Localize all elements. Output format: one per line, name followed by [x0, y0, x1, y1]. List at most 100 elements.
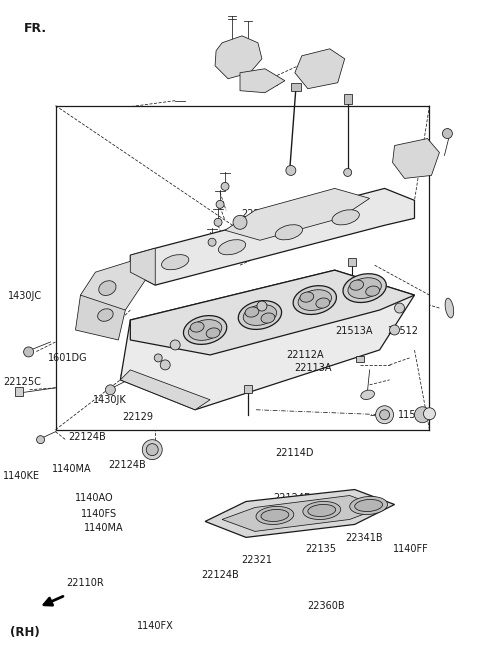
Ellipse shape [350, 280, 363, 290]
Polygon shape [295, 49, 345, 89]
Circle shape [160, 360, 170, 370]
Text: FR.: FR. [24, 22, 47, 35]
Polygon shape [205, 490, 395, 538]
Circle shape [216, 200, 224, 209]
Ellipse shape [445, 298, 454, 318]
Text: 22360B: 22360B [307, 601, 345, 611]
Circle shape [142, 439, 162, 460]
Polygon shape [130, 188, 415, 285]
Circle shape [395, 303, 405, 313]
Bar [15, 387, 23, 396]
Text: 1140FS: 1140FS [81, 509, 117, 519]
Text: 1140FF: 1140FF [393, 543, 429, 554]
Circle shape [423, 407, 435, 420]
Polygon shape [130, 270, 415, 355]
Polygon shape [222, 496, 382, 532]
Ellipse shape [361, 390, 374, 400]
Ellipse shape [298, 290, 332, 311]
Text: 1140FX: 1140FX [137, 621, 174, 630]
Text: 22341B: 22341B [345, 532, 383, 543]
Ellipse shape [238, 301, 282, 330]
Ellipse shape [99, 281, 116, 296]
Ellipse shape [350, 496, 387, 515]
Ellipse shape [293, 286, 336, 315]
Ellipse shape [218, 239, 246, 255]
Text: 11533: 11533 [398, 410, 429, 420]
Polygon shape [120, 370, 210, 410]
Text: 1430JC: 1430JC [8, 291, 42, 301]
Ellipse shape [343, 274, 386, 303]
Text: 1140MA: 1140MA [52, 464, 92, 474]
Circle shape [221, 182, 229, 190]
Circle shape [106, 385, 115, 395]
Ellipse shape [261, 313, 275, 323]
Polygon shape [120, 270, 415, 410]
Circle shape [376, 405, 394, 424]
Circle shape [415, 407, 431, 422]
Text: 1140KE: 1140KE [3, 471, 40, 481]
Text: 1140MA: 1140MA [84, 523, 124, 533]
Text: 1573JM: 1573JM [80, 313, 116, 324]
Ellipse shape [243, 305, 276, 326]
Ellipse shape [256, 506, 294, 525]
Bar [291, 82, 301, 91]
Ellipse shape [308, 504, 336, 517]
Circle shape [443, 129, 452, 139]
Text: (RH): (RH) [10, 626, 40, 639]
Text: 22124B: 22124B [108, 460, 146, 470]
Bar [344, 94, 352, 103]
Circle shape [208, 238, 216, 247]
Circle shape [257, 301, 267, 311]
Bar [244, 385, 252, 393]
Text: 22124B: 22124B [202, 570, 240, 580]
Polygon shape [81, 258, 145, 318]
Polygon shape [75, 295, 125, 340]
Ellipse shape [316, 298, 330, 308]
Text: 22125C: 22125C [3, 377, 41, 387]
Ellipse shape [332, 210, 360, 225]
Bar [356, 356, 364, 362]
Ellipse shape [206, 328, 220, 338]
Circle shape [170, 340, 180, 350]
Text: 1430JK: 1430JK [93, 395, 126, 405]
Ellipse shape [355, 500, 383, 511]
Ellipse shape [97, 309, 113, 321]
Text: 22129: 22129 [123, 412, 154, 422]
Ellipse shape [245, 307, 259, 317]
Text: 22124B: 22124B [274, 493, 311, 503]
Ellipse shape [190, 322, 204, 332]
Circle shape [233, 215, 247, 230]
Circle shape [36, 436, 45, 443]
Text: 22311C: 22311C [241, 209, 278, 218]
Circle shape [24, 347, 34, 357]
Circle shape [380, 410, 390, 420]
Text: 22124B: 22124B [69, 432, 107, 441]
Circle shape [344, 169, 352, 177]
Text: 22110R: 22110R [67, 577, 105, 588]
Text: 22114D: 22114D [275, 448, 313, 458]
Text: 1140AO: 1140AO [75, 493, 113, 503]
Ellipse shape [188, 320, 222, 340]
Circle shape [214, 218, 222, 226]
Ellipse shape [348, 278, 381, 298]
Circle shape [286, 165, 296, 175]
Circle shape [146, 443, 158, 456]
Ellipse shape [261, 509, 289, 521]
Ellipse shape [183, 316, 227, 345]
Bar [348, 258, 356, 266]
Text: 21513A: 21513A [336, 326, 373, 336]
Circle shape [154, 354, 162, 362]
Polygon shape [393, 139, 439, 179]
Text: 22321: 22321 [241, 555, 272, 566]
Circle shape [390, 325, 399, 335]
Polygon shape [240, 69, 285, 93]
Ellipse shape [300, 292, 314, 302]
Text: 1601DG: 1601DG [48, 353, 87, 364]
Text: 21512: 21512 [387, 326, 419, 336]
Text: 22113A: 22113A [294, 363, 332, 373]
Ellipse shape [366, 286, 380, 296]
Ellipse shape [275, 225, 302, 240]
Ellipse shape [162, 254, 189, 269]
Polygon shape [215, 36, 262, 78]
Text: H31176: H31176 [177, 337, 215, 348]
